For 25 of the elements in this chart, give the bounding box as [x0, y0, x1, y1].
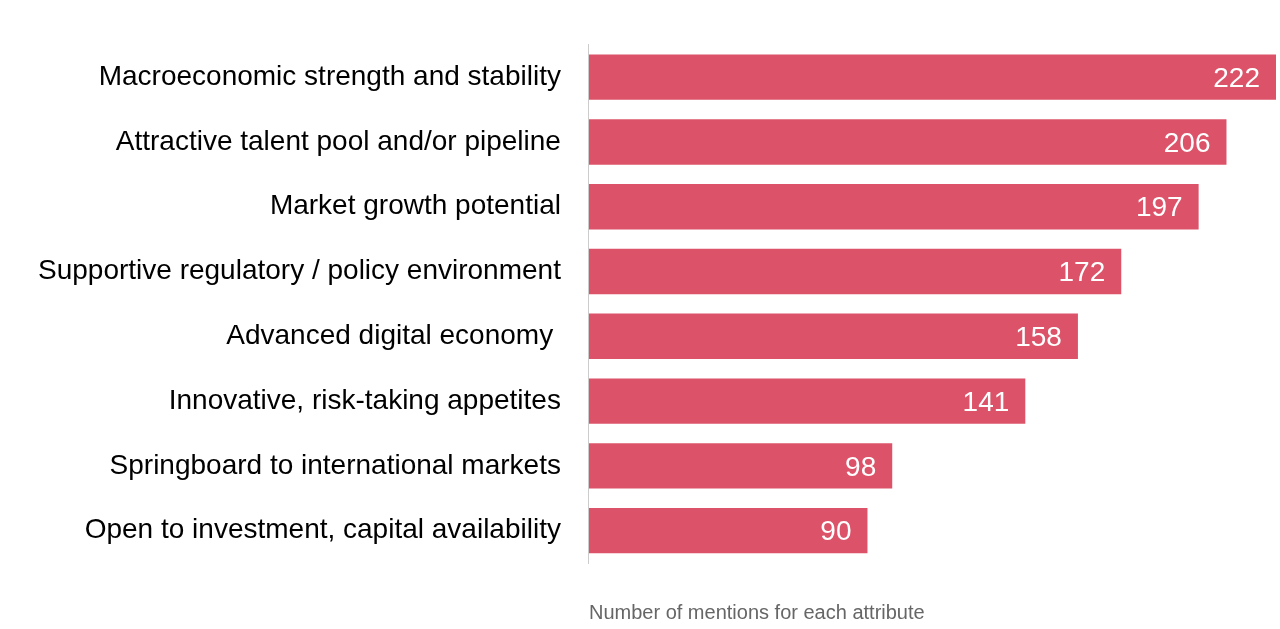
y-tick-label: Advanced digital economy	[226, 319, 561, 351]
data-label: 98	[845, 450, 877, 482]
y-tick-label: Innovative, risk-taking appetites	[168, 383, 561, 415]
bar	[588, 313, 1078, 359]
bar	[588, 248, 1122, 295]
data-label: 158	[1015, 321, 1062, 353]
data-label: 172	[1058, 256, 1106, 288]
bar	[588, 378, 1026, 424]
data-label: 90	[820, 515, 852, 547]
x-axis-title: Number of mentions for each attribute	[588, 600, 925, 623]
data-label: 206	[1163, 126, 1211, 158]
y-tick-label: Open to investment, capital availability	[84, 513, 561, 545]
y-tick-label: Supportive regulatory / policy environment	[38, 254, 562, 286]
y-tick-label: Market growth potential	[269, 189, 561, 221]
bar	[588, 443, 893, 489]
bar	[588, 507, 868, 554]
bar	[588, 119, 1227, 165]
data-label: 222	[1213, 61, 1260, 93]
y-tick-label: Macroeconomic strength and stability	[98, 59, 561, 91]
bar	[588, 54, 1276, 100]
bar	[588, 184, 1199, 230]
data-label: 141	[962, 385, 1010, 417]
data-label: 197	[1135, 191, 1183, 223]
y-tick-label: Attractive talent pool and/or pipeline	[115, 124, 561, 156]
y-tick-label: Springboard to international markets	[109, 448, 561, 480]
